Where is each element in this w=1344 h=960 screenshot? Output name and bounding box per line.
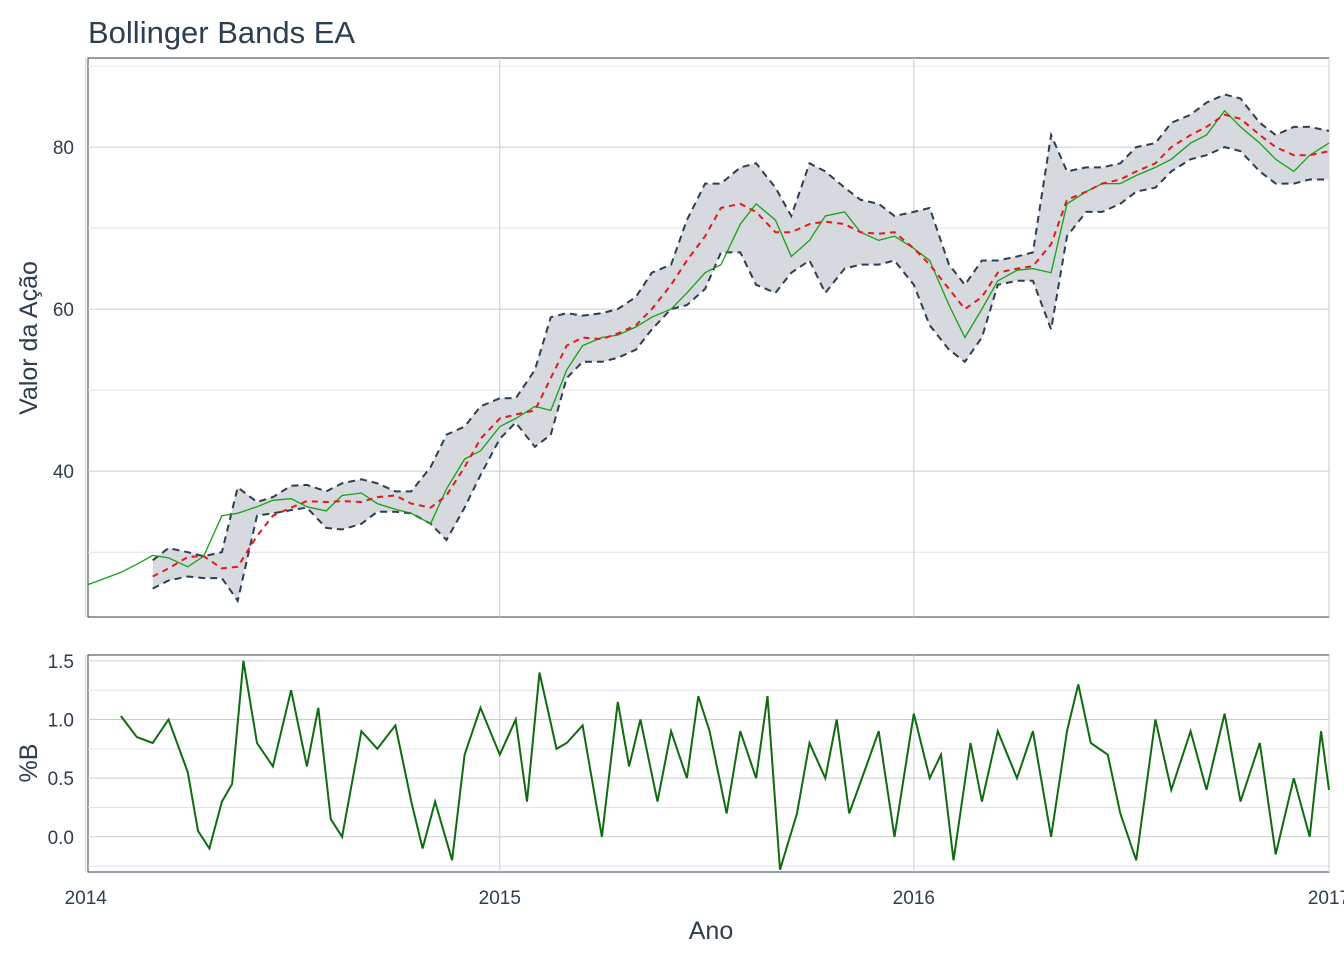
chart-title: Bollinger Bands EA <box>88 15 355 50</box>
price-panel-frame <box>87 57 1330 618</box>
percent-b-grid <box>85 655 1330 872</box>
percent-b-panel-frame <box>87 654 1330 873</box>
x-tick-label: 2015 <box>479 888 521 909</box>
x-tick-label: 2016 <box>893 888 935 909</box>
price-y-tick-label: 40 <box>53 462 74 483</box>
price-y-axis-title: Valor da Ação <box>15 261 43 415</box>
x-tick-labels: 2014 2015 2016 2017 <box>65 888 1344 909</box>
percent-b-y-tick-label: 1.5 <box>48 652 74 673</box>
bollinger-band-area <box>152 94 1330 601</box>
price-y-tick-labels: 40 60 80 <box>53 138 74 483</box>
price-y-tick-label: 60 <box>53 300 74 321</box>
price-line <box>87 109 1330 586</box>
percent-b-y-tick-label: 0.5 <box>48 769 74 790</box>
percent-b-line <box>120 660 1330 870</box>
lower-band-line <box>152 146 1329 604</box>
percent-b-y-tick-label: 0.0 <box>48 828 74 849</box>
price-y-tick-label: 80 <box>53 138 74 159</box>
x-axis-title: Ano <box>689 917 733 945</box>
percent-b-y-tick-labels: 0.0 0.5 1.0 1.5 <box>48 652 74 849</box>
middle-band-line <box>152 113 1330 578</box>
x-tick-label: 2017 <box>1308 888 1344 909</box>
upper-band-line <box>152 93 1330 562</box>
percent-b-y-axis-title: %B <box>15 744 43 783</box>
x-tick-label: 2014 <box>65 888 108 909</box>
percent-b-panel: 0.0 0.5 1.0 1.5 <box>48 652 1330 873</box>
price-panel: 40 60 80 <box>53 57 1330 618</box>
percent-b-y-tick-label: 1.0 <box>48 711 74 732</box>
